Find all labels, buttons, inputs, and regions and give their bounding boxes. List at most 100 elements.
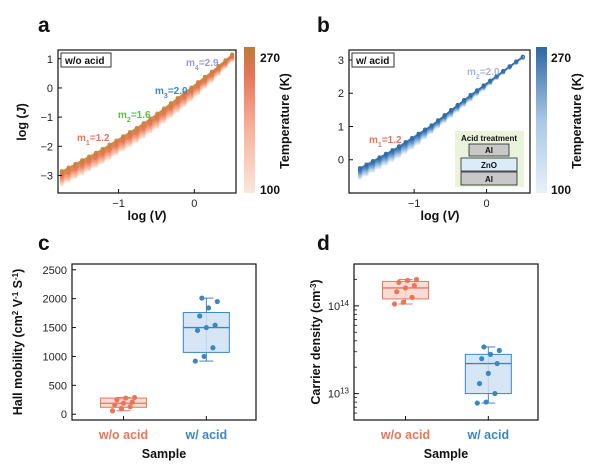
slope-label: m2=2.0 — [467, 67, 500, 81]
x-tick-label: −1 — [408, 198, 421, 210]
panel-c: c 0 500 1000 1500 2000 2500 w/o acid w/ acid Ha… — [11, 232, 257, 461]
jv-marker — [128, 130, 132, 134]
y-tick-label: 0 — [47, 83, 53, 95]
jv-marker — [436, 118, 441, 123]
jv-marker — [364, 162, 369, 167]
panel-a-slope-labels: m1=1.2 m2=1.6 m3=2.0 m4=2.9 — [77, 58, 219, 147]
inset-bottom-electrode — [460, 171, 518, 186]
panel-a: a −1 0 −3 −2 −1 0 1 w/o acid m1=1.2 m2=1.6 m3=2.… — [15, 14, 292, 223]
jv-marker — [87, 154, 92, 159]
jv-marker — [462, 97, 467, 102]
data-point — [120, 400, 127, 406]
data-point — [212, 322, 218, 328]
data-point — [205, 305, 212, 311]
data-point — [109, 408, 116, 414]
data-point — [199, 295, 205, 301]
panel-a-sample-label: w/o acid — [64, 56, 104, 67]
data-point — [194, 327, 201, 334]
x-tick-label: 0 — [191, 198, 197, 210]
data-point — [123, 395, 129, 401]
panel-d-ylabel: Carrier density (cm-3) — [309, 279, 324, 404]
panel-a-ylabel: log (J) — [15, 103, 29, 141]
x-tick-label: 0 — [483, 198, 489, 210]
panel-c-letter: c — [38, 232, 50, 255]
data-point — [197, 313, 203, 319]
inset-layer-bottom: Al — [485, 175, 493, 184]
jv-marker — [162, 106, 166, 111]
jv-marker — [168, 101, 173, 106]
inset-zno-layer — [460, 157, 518, 172]
slope-label: m1=1.2 — [77, 133, 110, 147]
panel-a-curves — [59, 52, 235, 187]
jv-marker — [357, 166, 362, 171]
inset-top-electrode — [468, 143, 510, 157]
y-tick-label: 2000 — [43, 294, 67, 306]
panel-b: b −1 0 0 1 2 3 w/ acid m1=1.2 m2=2.0 Acid trea… — [317, 14, 584, 223]
data-point — [413, 276, 420, 283]
jv-marker — [468, 93, 473, 97]
y-tick-label: 1000 — [43, 351, 67, 363]
jv-marker — [390, 148, 395, 153]
jv-marker — [93, 150, 98, 155]
data-point — [474, 400, 480, 406]
jv-marker — [449, 108, 454, 112]
jv-marker — [507, 64, 512, 69]
jv-marker — [416, 131, 421, 136]
jv-marker — [475, 88, 480, 93]
y-tick-label: 0 — [61, 409, 67, 421]
y-tick-label: 1013 — [328, 386, 350, 401]
category-label: w/ acid — [184, 428, 227, 442]
y-tick-label: 2500 — [43, 265, 67, 277]
jv-marker — [520, 54, 525, 59]
data-point — [494, 360, 500, 367]
data-point — [396, 279, 402, 286]
panel-d-xlabel: Sample — [424, 447, 469, 461]
panel-d: d 1013 1014 w/o acid w/ acid Carrier densit… — [309, 232, 539, 461]
jv-marker — [121, 134, 126, 139]
slope-label: m1=1.2 — [369, 135, 402, 149]
data-point — [112, 402, 118, 408]
data-point — [391, 301, 398, 307]
data-point — [201, 353, 207, 360]
jv-marker — [216, 63, 221, 68]
data-point — [214, 298, 220, 305]
jv-marker — [141, 121, 146, 126]
data-point — [496, 347, 502, 354]
data-point — [487, 351, 494, 357]
panel-a-letter: a — [38, 14, 50, 37]
panel-b-slope-labels: m1=1.2 m2=2.0 — [369, 67, 500, 149]
jv-marker — [209, 69, 214, 74]
jv-marker — [73, 161, 78, 166]
data-point — [411, 283, 417, 289]
data-point — [118, 405, 124, 412]
data-point — [127, 404, 133, 410]
jv-marker — [202, 74, 207, 79]
jv-marker — [59, 169, 64, 174]
jv-marker — [514, 59, 519, 64]
y-tick-label: 500 — [49, 380, 67, 392]
jv-marker — [107, 142, 112, 147]
jv-marker — [370, 158, 375, 163]
data-point — [114, 397, 120, 403]
jv-marker — [481, 83, 486, 88]
data-point — [483, 399, 489, 405]
panel-b-sample-box — [351, 52, 395, 68]
jv-marker — [494, 73, 499, 78]
y-tick-label: 1500 — [43, 323, 67, 335]
jv-marker — [148, 116, 153, 121]
data-point — [210, 345, 216, 351]
jv-marker — [223, 58, 228, 63]
panel-b-colorbar-min: 100 — [551, 183, 571, 197]
data-point — [129, 399, 135, 405]
panel-b-colorbar-title: Temperature (K) — [570, 73, 584, 169]
panel-b-sample-label: w/ acid — [355, 56, 389, 67]
jv-marker — [377, 155, 382, 160]
jv-marker — [230, 52, 235, 57]
data-point — [492, 390, 498, 397]
y-tick-label: 1 — [47, 54, 53, 66]
panel-a-colorbar — [244, 47, 255, 193]
data-point — [402, 285, 409, 291]
jv-marker — [155, 111, 160, 116]
category-label: w/o acid — [380, 428, 430, 442]
